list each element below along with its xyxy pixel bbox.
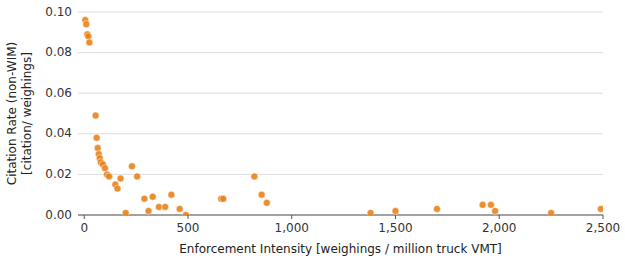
point: [93, 134, 100, 141]
point: [83, 21, 90, 28]
point: [182, 212, 189, 216]
point: [106, 173, 113, 180]
point: [168, 191, 175, 198]
y-tick-label: 0.00: [45, 208, 72, 222]
x-tick: [499, 215, 500, 219]
x-tick-label: 2,000: [482, 221, 516, 235]
x-tick: [395, 215, 396, 219]
chart: 0.00 0.02 0.04 0.06 0.08 0.10 0 500 1,000 1,500 2,…: [0, 0, 625, 259]
point: [251, 173, 258, 180]
y-axis: 0.00 0.02 0.04 0.06 0.08 0.10: [45, 5, 72, 222]
grid-line: [78, 52, 603, 53]
grid-line: [78, 215, 603, 216]
grid-line: [78, 93, 603, 94]
point: [155, 203, 162, 210]
point: [122, 209, 129, 215]
y-tick-label: 0.06: [45, 86, 72, 100]
x-tick: [603, 215, 604, 219]
y-axis-label: Citation Rate (non-WIM)[citation/ weighi…: [5, 42, 34, 185]
point: [433, 205, 440, 212]
point: [94, 145, 101, 152]
point: [392, 207, 399, 214]
y-tick-label: 0.10: [45, 5, 72, 19]
grid-line: [78, 174, 603, 175]
point: [145, 207, 152, 214]
x-tick-label: 500: [177, 221, 200, 235]
x-tick: [187, 215, 188, 219]
point: [479, 201, 486, 208]
y-tick-label: 0.04: [45, 126, 72, 140]
x-tick-label: 1,500: [378, 221, 412, 235]
y-tick-label: 0.02: [45, 167, 72, 181]
y-tick-label: 0.08: [45, 45, 72, 59]
point: [162, 203, 169, 210]
x-tick-label: 2,500: [586, 221, 620, 235]
point: [597, 205, 603, 212]
point: [548, 209, 555, 215]
point: [86, 39, 93, 46]
grid-line: [78, 12, 603, 13]
point: [176, 205, 183, 212]
point: [141, 195, 148, 202]
x-tick-label: 0: [80, 221, 88, 235]
x-tick-label: 1,000: [275, 221, 309, 235]
point: [134, 173, 141, 180]
point: [492, 207, 499, 214]
x-tick: [291, 215, 292, 219]
points: [82, 17, 603, 215]
point: [128, 163, 135, 170]
point: [263, 199, 270, 206]
point: [149, 193, 156, 200]
x-axis-line: [78, 215, 603, 216]
x-axis: 0 500 1,000 1,500 2,000 2,500: [78, 215, 620, 235]
point: [114, 185, 121, 192]
grid: [78, 12, 603, 215]
point: [85, 33, 92, 40]
point: [258, 191, 265, 198]
point: [92, 112, 99, 119]
x-axis-label: Enforcement Intensity [weighings / milli…: [179, 242, 502, 256]
grid-line: [78, 133, 603, 134]
point: [117, 175, 124, 182]
point: [220, 195, 227, 202]
point: [487, 201, 494, 208]
point: [367, 209, 374, 215]
x-tick: [84, 215, 85, 219]
